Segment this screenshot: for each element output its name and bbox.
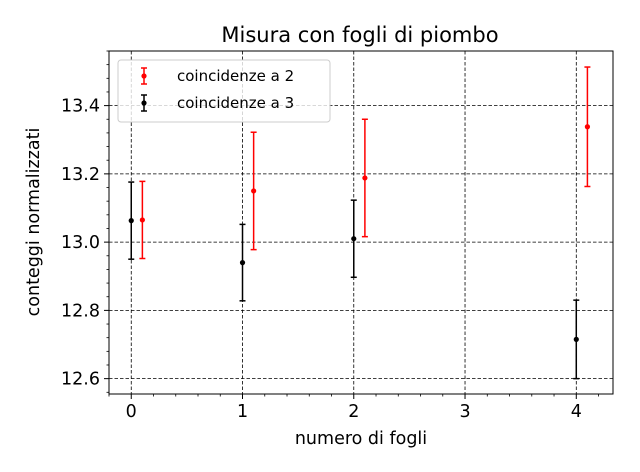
series-2 <box>128 181 580 380</box>
x-tick-label: 2 <box>348 402 359 422</box>
data-point <box>362 175 368 181</box>
data-point <box>128 218 134 224</box>
data-point <box>573 336 579 342</box>
y-tick-label: 12.6 <box>61 370 100 390</box>
x-axis-title: numero di fogli <box>295 429 427 449</box>
y-axis-title: conteggi normalizzati <box>24 128 44 317</box>
legend-entry: coincidenze a 3 <box>141 94 294 112</box>
data-point <box>251 188 257 194</box>
legend-marker <box>141 100 147 106</box>
chart-title: Misura con fogli di piombo <box>221 23 498 47</box>
legend-entry: coincidenze a 2 <box>141 67 294 85</box>
y-tick-label: 13.4 <box>61 97 100 117</box>
data-point <box>139 217 145 223</box>
y-tick-label: 12.8 <box>61 301 100 321</box>
data-point <box>239 260 246 266</box>
data-point <box>351 236 357 242</box>
plot-frame <box>108 50 614 395</box>
legend-label: coincidenze a 2 <box>177 67 294 85</box>
y-tick-label: 13.0 <box>61 233 100 253</box>
legend-box <box>117 59 331 123</box>
x-tick-label: 3 <box>459 402 470 422</box>
legend-label: coincidenze a 3 <box>177 94 294 112</box>
legend: coincidenze a 2 coincidenze a 3 <box>117 59 331 123</box>
y-tick-label: 13.2 <box>61 165 100 185</box>
legend-marker <box>141 73 147 79</box>
x-tick-label: 0 <box>126 402 137 422</box>
x-tick-label: 4 <box>571 402 582 422</box>
axis-ticks: 0 1 2 3 4 12.6 12.8 13.0 13.2 13.4 <box>61 50 599 422</box>
x-tick-label: 1 <box>237 402 248 422</box>
data-point <box>584 124 591 130</box>
data-series <box>128 66 591 380</box>
series-1 <box>139 66 591 260</box>
